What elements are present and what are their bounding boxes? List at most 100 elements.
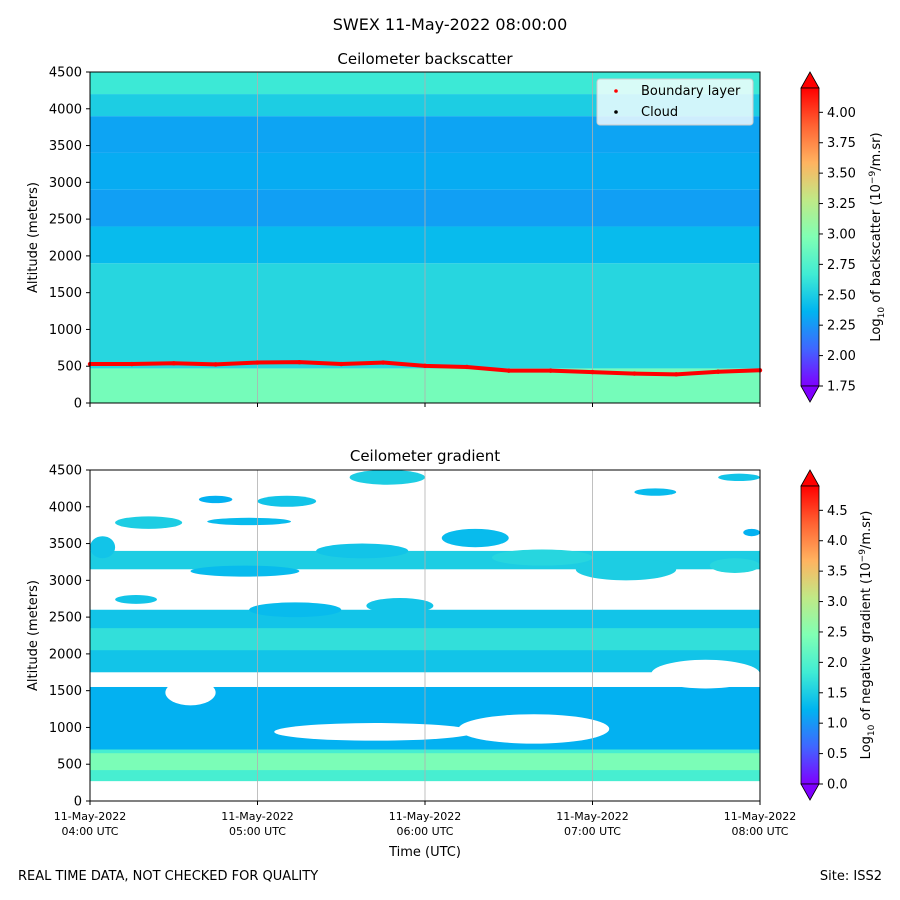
gradient-colorbar-tick-label: 1.5 (827, 686, 848, 701)
backscatter-colorbar-label: Log10 of backscatter (10−9/m.sr) (868, 132, 887, 341)
backscatter-colorbar-tick-label: 3.50 (827, 167, 856, 182)
gradient-blob-14 (198, 495, 233, 504)
legend-cloud-marker (614, 110, 618, 114)
boundary-layer-point (506, 368, 511, 373)
gradient-blob-8 (709, 558, 760, 573)
backscatter-ytick-label: 0 (74, 397, 82, 412)
gradient-colorbar-tick-label: 3.0 (827, 595, 848, 610)
boundary-layer-point (339, 361, 344, 367)
gradient-colorbar-label: Log10 of negative gradient (10−9/m.sr) (858, 511, 877, 760)
gradient-colorbar-min-extend (800, 783, 820, 801)
boundary-layer-point (297, 359, 302, 365)
boundary-layer-point (422, 363, 428, 369)
gradient-blob-1 (207, 517, 291, 526)
gradient-ytick-label: 1500 (49, 684, 82, 699)
legend-cloud-label: Cloud (641, 105, 678, 120)
gradient-blob-17 (743, 528, 760, 537)
backscatter-colorbar-ticks: 1.75 2.00 2.25 2.50 2.75 3.00 3.25 3.50 3.75 4.00 (819, 106, 856, 395)
gradient-colorbar-max-extend (800, 469, 820, 487)
backscatter-colorbar-tick-label: 3.75 (827, 136, 856, 151)
boundary-layer-point (380, 360, 386, 365)
gradient-gap-3 (651, 659, 760, 689)
backscatter-colorbar-tick-label: 2.25 (827, 319, 856, 334)
gradient-x-ticks: 11-May-2022 04:00 UTC 11-May-2022 05:00 UTC… (54, 801, 796, 838)
gradient-gap-2 (165, 679, 216, 706)
gradient-xtick-label-time: 06:00 UTC (396, 825, 453, 838)
gradient-colorbar: 0.0 0.5 1.0 1.5 2.0 2.5 3.0 3.5 4.0 4.5 Log10 of … (800, 469, 877, 801)
gradient-blob-2 (257, 495, 317, 507)
legend: Boundary layer Cloud (596, 78, 754, 126)
gradient-xtick-label-time: 07:00 UTC (564, 825, 621, 838)
boundary-layer-point (171, 361, 176, 366)
backscatter-ytick-label: 3500 (49, 139, 82, 154)
backscatter-ytick-label: 1500 (49, 286, 82, 301)
gradient-blob-15 (634, 488, 677, 496)
gradient-ytick-label: 2500 (49, 611, 82, 626)
backscatter-ytick-label: 2500 (49, 213, 82, 228)
boundary-layer-series (87, 359, 763, 377)
gradient-gridlines (257, 470, 593, 801)
backscatter-x-ticks (89, 403, 761, 407)
boundary-layer-point (213, 362, 218, 367)
boundary-layer-point (715, 369, 721, 374)
gradient-colorbar-tick-label: 1.0 (827, 717, 848, 732)
gradient-blob-6 (492, 549, 593, 566)
suptitle: SWEX 11-May-2022 08:00:00 (333, 15, 568, 34)
backscatter-ytick-label: 4000 (49, 102, 82, 117)
gradient-blob-10 (115, 595, 157, 604)
gradient-blob-4 (316, 543, 409, 559)
gradient-blob-12 (366, 597, 434, 614)
gradient-y-ticks: 0 500 1000 1500 2000 2500 3000 3500 4000 4500 (49, 464, 90, 810)
gradient-blob-11 (249, 602, 342, 618)
gradient-xtick-label-time: 05:00 UTC (229, 825, 286, 838)
boundary-layer-point (464, 364, 470, 370)
backscatter-y-ticks: 0 500 1000 1500 2000 2500 3000 3500 4000 4500 (49, 66, 90, 412)
backscatter-colorbar-tick-label: 3.25 (827, 197, 856, 212)
gradient-blob-16 (718, 473, 760, 482)
gradient-blob-7 (575, 558, 677, 581)
backscatter-gridlines (257, 72, 593, 403)
backscatter-colorbar-min-extend (800, 385, 820, 403)
gradient-xtick-label-date: 11-May-2022 (389, 810, 461, 823)
gradient-title: Ceilometer gradient (350, 447, 500, 465)
gradient-ytick-label: 1000 (49, 721, 82, 736)
gradient-gap-1 (458, 714, 610, 744)
backscatter-ytick-label: 2000 (49, 249, 82, 264)
gradient-panel: Ceilometer gradient 0 500 1000 1500 2000 2500… (26, 447, 877, 860)
backscatter-colorbar-tick-label: 1.75 (827, 380, 856, 395)
backscatter-colorbar-gradient (801, 88, 819, 386)
gradient-xtick-label-time: 04:00 UTC (61, 825, 118, 838)
gradient-blob-9 (190, 565, 300, 577)
gradient-blob-0 (115, 516, 183, 529)
backscatter-title: Ceilometer backscatter (337, 50, 513, 68)
gradient-ytick-label: 0 (74, 795, 82, 810)
gradient-xtick-label-date: 11-May-2022 (724, 810, 796, 823)
gradient-colorbar-tick-label: 3.5 (827, 565, 848, 580)
boundary-layer-point (129, 361, 135, 367)
boundary-layer-point (674, 372, 679, 377)
gradient-ytick-label: 4000 (49, 500, 82, 515)
gradient-xtick-label-date: 11-May-2022 (54, 810, 126, 823)
legend-box (596, 78, 754, 126)
gradient-xtick-label-time: 08:00 UTC (731, 825, 788, 838)
gradient-colorbar-tick-label: 0.0 (827, 778, 848, 793)
footer-site: Site: ISS2 (819, 869, 882, 884)
backscatter-colorbar-tick-label: 2.75 (827, 258, 856, 273)
gradient-colorbar-tick-label: 4.5 (827, 504, 848, 519)
backscatter-ytick-label: 4500 (49, 66, 82, 81)
gradient-ytick-label: 4500 (49, 464, 82, 479)
boundary-layer-point (255, 360, 260, 365)
backscatter-ytick-label: 500 (57, 360, 82, 375)
backscatter-ytick-label: 3000 (49, 176, 82, 191)
gradient-gap-0 (274, 723, 476, 741)
gradient-colorbar-tick-label: 2.5 (827, 625, 848, 640)
gradient-xtick-label-date: 11-May-2022 (221, 810, 293, 823)
backscatter-ytick-label: 1000 (49, 323, 82, 338)
legend-boundary-layer-marker (614, 89, 618, 93)
boundary-layer-point (632, 371, 637, 376)
backscatter-colorbar-tick-label: 2.50 (827, 288, 856, 303)
gradient-xtick-label-date: 11-May-2022 (556, 810, 628, 823)
backscatter-colorbar-tick-label: 4.00 (827, 106, 856, 121)
gradient-ytick-label: 2000 (49, 647, 82, 662)
gradient-ylabel: Altitude (meters) (26, 580, 41, 691)
